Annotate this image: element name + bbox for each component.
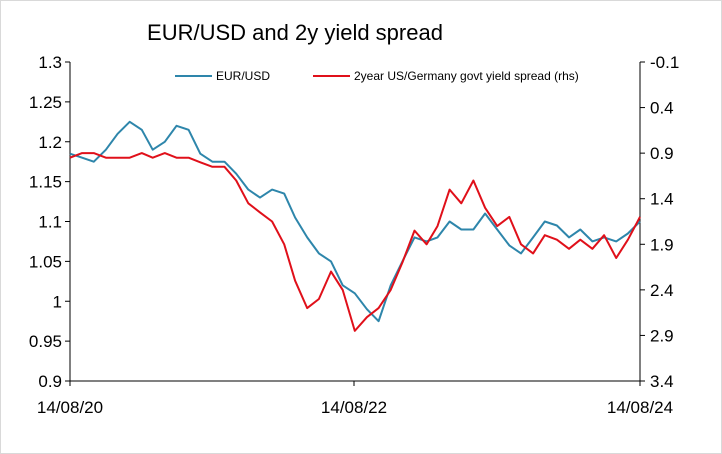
right-tick-label: 2.4	[650, 281, 674, 300]
right-tick-label: 2.9	[650, 326, 674, 345]
left-tick-label: 1.3	[38, 53, 62, 72]
left-tick-label: 1.05	[29, 252, 62, 271]
x-tick-label: 14/08/24	[607, 398, 673, 417]
right-tick-label: 1.4	[650, 190, 674, 209]
right-tick-label: 0.4	[650, 99, 674, 118]
legend-label: 2year US/Germany govt yield spread (rhs)	[354, 69, 579, 83]
left-tick-label: 1.25	[29, 93, 62, 112]
right-tick-label: 0.9	[650, 144, 674, 163]
right-tick-label: 1.9	[650, 235, 674, 254]
eurusd-series-line	[69, 120, 641, 323]
left-tick-label: 1.1	[38, 213, 62, 232]
legend: EUR/USD 2year US/Germany govt yield sprea…	[175, 69, 579, 83]
left-tick-label: 0.95	[29, 332, 62, 351]
left-tick-label: 1	[53, 292, 62, 311]
chart-title: EUR/USD and 2y yield spread	[147, 20, 443, 45]
series-layer	[69, 120, 641, 332]
x-tick-label: 14/08/20	[37, 398, 103, 417]
right-tick-label: 3.4	[650, 372, 674, 391]
yield-spread-series-line	[69, 152, 641, 332]
left-tick-label: 1.15	[29, 173, 62, 192]
left-tick-label: 1.2	[38, 133, 62, 152]
legend-label: EUR/USD	[216, 69, 270, 83]
left-tick-label: 0.9	[38, 372, 62, 391]
chart-axes: 1.3 1.25 1.2 1.15 1.1 1.05 1 0.95 0.9 -0.1 0.4 0.9 1…	[29, 53, 679, 417]
x-tick-label: 14/08/22	[321, 398, 387, 417]
right-tick-label: -0.1	[650, 53, 679, 72]
